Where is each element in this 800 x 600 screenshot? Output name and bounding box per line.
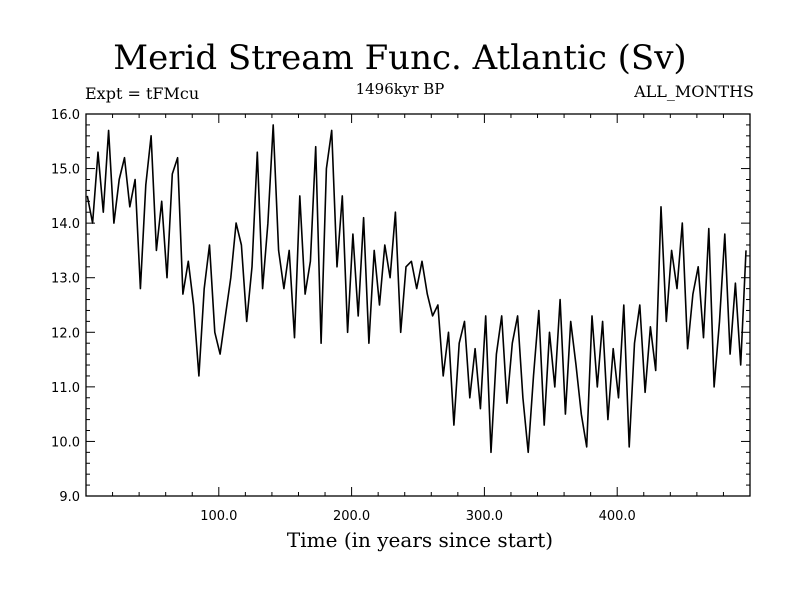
series-line-0 — [86, 124, 747, 454]
plot-frame — [85, 113, 751, 497]
experiment-label: Expt = tFMcu — [85, 84, 200, 103]
axis-layer: 9.0 10.0 11.0 12.0 13.0 14.0 15.0 16.0 100.0 200.… — [51, 108, 751, 524]
chart-title: Merid Stream Func. Atlantic (Sv) — [113, 38, 687, 78]
x-tick-label: 300.0 — [466, 509, 503, 524]
y-tick-label: 16.0 — [51, 108, 80, 123]
y-tick-label: 13.0 — [51, 272, 80, 287]
chart-subtitle: 1496kyr BP — [355, 80, 445, 98]
y-tick-label: 14.0 — [51, 217, 80, 232]
months-label: ALL_MONTHS — [634, 82, 754, 101]
x-tick-label: 100.0 — [200, 509, 237, 524]
x-axis-label: Time (in years since start) — [286, 528, 554, 552]
y-tick-label: 9.0 — [59, 490, 80, 505]
x-tick-label: 400.0 — [599, 509, 636, 524]
series-layer — [86, 124, 747, 454]
y-tick-label: 10.0 — [51, 435, 80, 450]
x-tick-label: 200.0 — [333, 509, 370, 524]
y-tick-label: 12.0 — [51, 326, 80, 341]
y-tick-label: 15.0 — [51, 163, 80, 178]
y-tick-label: 11.0 — [51, 381, 80, 396]
